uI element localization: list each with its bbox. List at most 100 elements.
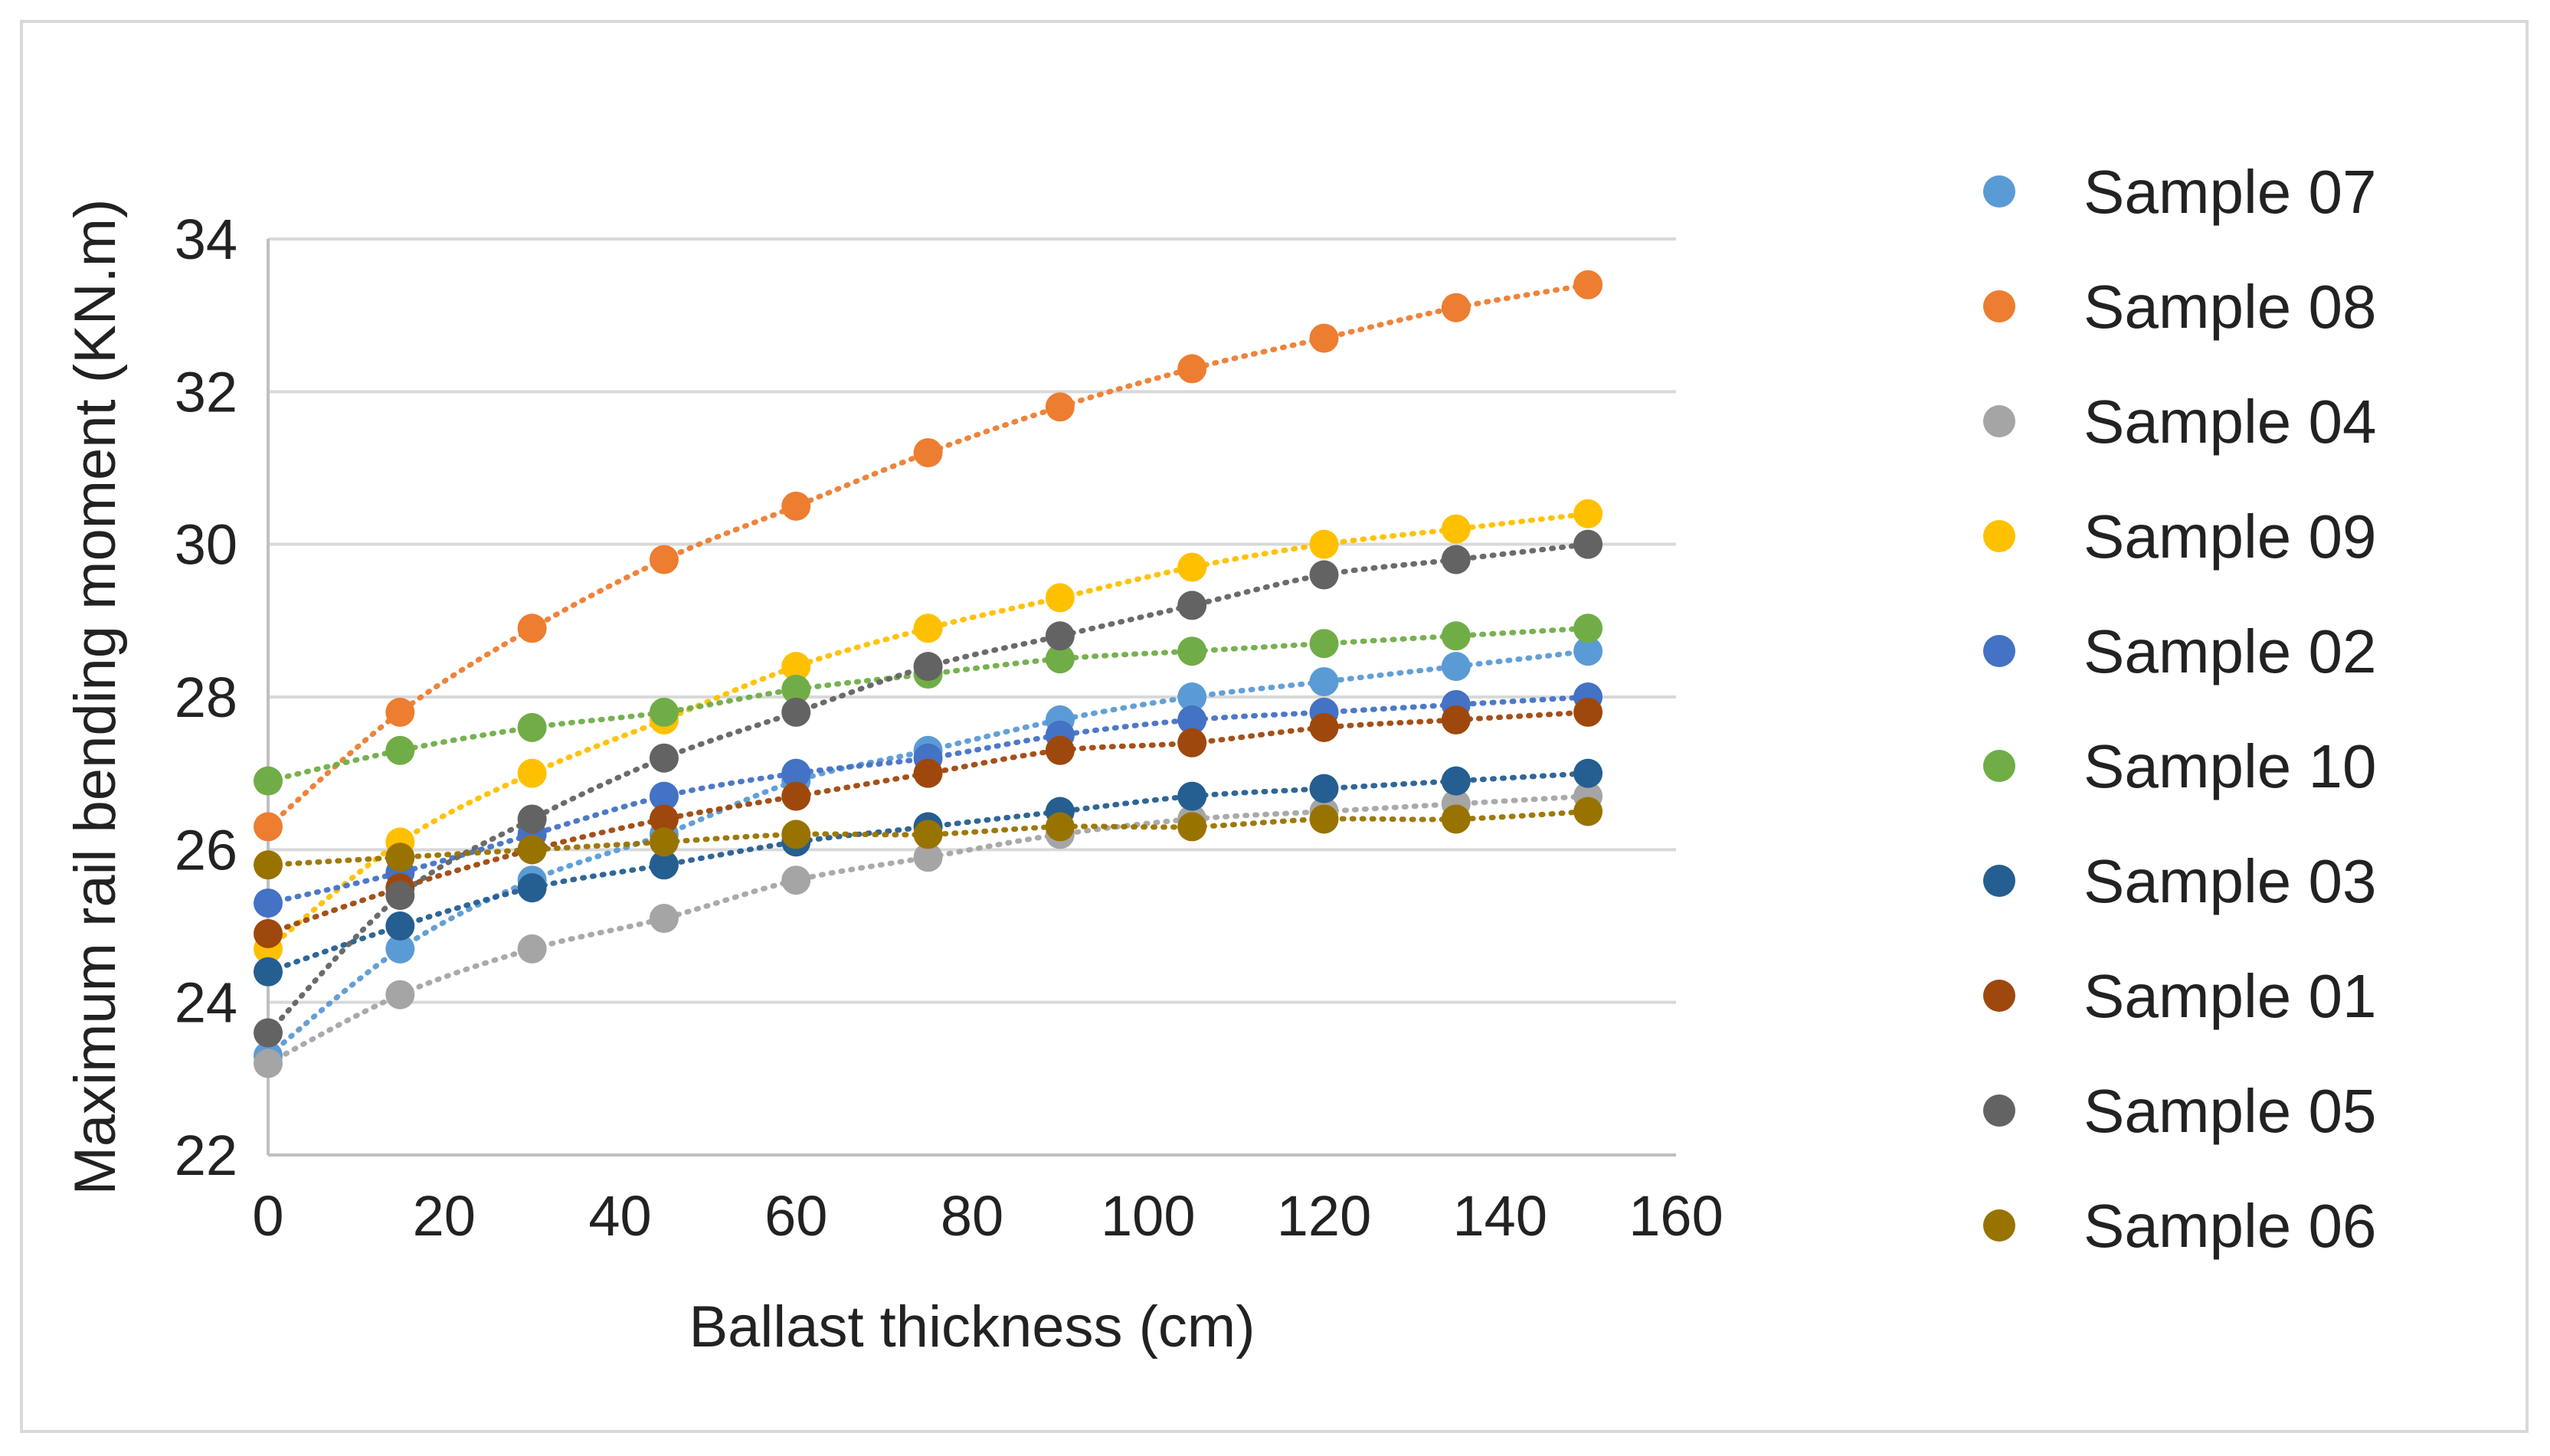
data-point-sample-07	[1309, 667, 1339, 697]
data-point-sample-04	[254, 1049, 283, 1078]
data-point-sample-02	[1177, 705, 1207, 735]
data-point-sample-08	[1441, 293, 1471, 322]
legend-label-sample-06: Sample 06	[2084, 1192, 2376, 1260]
legend-label-sample-02: Sample 02	[2084, 617, 2376, 685]
data-point-sample-06	[913, 820, 943, 849]
data-point-sample-05	[1573, 529, 1603, 559]
data-point-sample-01	[254, 918, 283, 948]
data-point-sample-03	[649, 850, 679, 880]
data-point-sample-02	[781, 758, 811, 788]
trendline-sample-03	[265, 771, 1591, 975]
legend-label-sample-03: Sample 03	[2084, 847, 2376, 915]
x-tick-label: 40	[588, 1184, 651, 1248]
data-point-sample-01	[1045, 735, 1075, 765]
data-point-sample-04	[781, 865, 811, 895]
data-point-sample-03	[1441, 766, 1471, 796]
data-point-sample-10	[254, 766, 283, 796]
data-point-sample-09	[1177, 552, 1207, 582]
data-point-sample-01	[1177, 728, 1207, 757]
x-tick-label: 0	[252, 1184, 283, 1248]
data-point-sample-06	[254, 850, 283, 880]
data-point-sample-05	[517, 804, 547, 834]
data-point-sample-08	[1573, 270, 1603, 299]
x-tick-label: 120	[1277, 1184, 1371, 1248]
chart-svg: 22 24 26 28 30 32 34 0 20 40 60 80 100 120 140 160 Samp…	[63, 158, 2376, 1359]
x-tick-label: 140	[1453, 1184, 1547, 1248]
data-point-sample-03	[1573, 758, 1603, 788]
legend-marker-sample-07	[1983, 175, 2015, 208]
data-point-sample-10	[781, 675, 811, 705]
data-point-sample-06	[1573, 797, 1603, 826]
data-point-sample-05	[913, 652, 943, 682]
data-point-sample-06	[1309, 804, 1339, 834]
data-point-sample-08	[517, 613, 547, 643]
data-point-sample-10	[1045, 644, 1075, 674]
data-point-sample-06	[1177, 812, 1207, 842]
chart-container: 22 24 26 28 30 32 34 0 20 40 60 80 100 120 140 160 Samp…	[20, 20, 2529, 1433]
x-tick-label: 100	[1101, 1184, 1195, 1248]
data-point-sample-05	[1309, 560, 1339, 590]
data-point-sample-01	[781, 781, 811, 811]
data-point-sample-10	[1309, 629, 1339, 659]
data-point-sample-03	[1309, 774, 1339, 803]
legend-marker-sample-06	[1983, 1209, 2015, 1242]
data-point-sample-04	[385, 980, 415, 1009]
legend-marker-sample-01	[1983, 980, 2015, 1012]
data-point-sample-04	[913, 843, 943, 872]
data-point-sample-08	[781, 491, 811, 521]
legend-label-sample-10: Sample 10	[2084, 732, 2376, 800]
data-point-sample-01	[1309, 712, 1339, 742]
legend-marker-sample-02	[1983, 635, 2015, 667]
data-point-sample-07	[1177, 682, 1207, 712]
data-point-sample-05	[254, 1018, 283, 1048]
data-point-sample-05	[1045, 621, 1075, 651]
data-point-sample-05	[1177, 591, 1207, 620]
data-point-sample-08	[913, 438, 943, 468]
data-point-sample-04	[649, 904, 679, 934]
x-tick-label: 60	[764, 1184, 827, 1248]
data-point-sample-07	[385, 934, 415, 964]
data-point-sample-08	[385, 697, 415, 727]
data-point-sample-09	[1573, 499, 1603, 528]
data-point-sample-02	[649, 781, 679, 811]
data-points	[254, 270, 1603, 1078]
legend-marker-sample-10	[1983, 750, 2015, 782]
data-point-sample-03	[385, 911, 415, 941]
data-point-sample-04	[517, 934, 547, 964]
data-point-sample-06	[1045, 812, 1075, 842]
legend-label-sample-07: Sample 07	[2084, 158, 2376, 226]
data-point-sample-10	[649, 697, 679, 727]
legend-marker-sample-05	[1983, 1094, 2015, 1127]
y-tick-label: 32	[175, 360, 237, 424]
data-point-sample-08	[1177, 354, 1207, 384]
legend-label-sample-08: Sample 08	[2084, 273, 2376, 341]
legend-marker-sample-09	[1983, 520, 2015, 552]
x-axis-title: Ballast thickness (cm)	[689, 1294, 1255, 1359]
data-point-sample-08	[1045, 392, 1075, 422]
data-point-sample-01	[1573, 697, 1603, 727]
data-point-sample-10	[1573, 613, 1603, 643]
legend-marker-sample-08	[1983, 290, 2015, 322]
legend-label-sample-04: Sample 04	[2084, 388, 2376, 456]
data-point-sample-03	[1177, 781, 1207, 811]
x-tick-label: 20	[413, 1184, 476, 1248]
legend-marker-sample-04	[1983, 405, 2015, 437]
data-point-sample-09	[913, 613, 943, 643]
data-point-sample-09	[1309, 529, 1339, 559]
y-tick-label: 22	[175, 1124, 237, 1187]
data-point-sample-02	[254, 888, 283, 918]
data-point-sample-09	[517, 758, 547, 788]
data-point-sample-06	[781, 820, 811, 849]
y-tick-label: 28	[175, 666, 237, 729]
data-point-sample-03	[254, 957, 283, 986]
legend-label-sample-09: Sample 09	[2084, 502, 2376, 571]
y-tick-label: 24	[175, 971, 237, 1035]
legend-label-sample-01: Sample 01	[2084, 962, 2376, 1030]
data-point-sample-10	[517, 712, 547, 742]
data-point-sample-10	[1441, 621, 1471, 651]
data-point-sample-10	[1177, 636, 1207, 666]
data-point-sample-08	[254, 812, 283, 842]
data-point-sample-07	[1441, 652, 1471, 682]
data-point-sample-06	[385, 843, 415, 872]
data-point-sample-09	[1441, 514, 1471, 544]
